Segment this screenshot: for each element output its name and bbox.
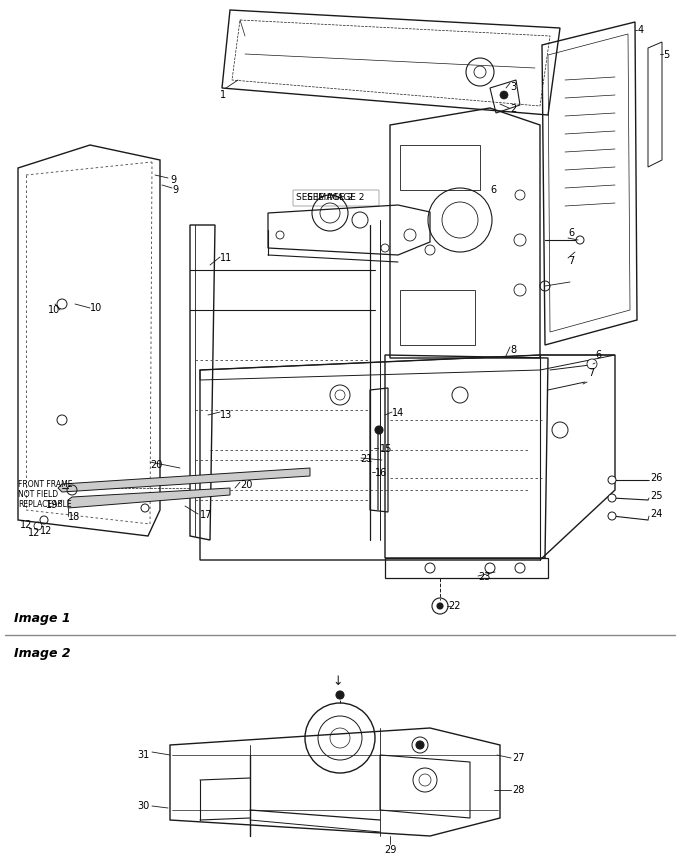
Text: 6: 6 xyxy=(568,228,574,238)
Circle shape xyxy=(336,691,344,699)
Text: 10: 10 xyxy=(48,305,60,315)
Text: 4: 4 xyxy=(638,25,644,35)
Text: 20: 20 xyxy=(150,460,163,470)
Circle shape xyxy=(416,741,424,749)
Text: 12: 12 xyxy=(28,528,40,538)
Text: 29: 29 xyxy=(384,845,396,855)
Circle shape xyxy=(587,359,597,369)
Text: 27: 27 xyxy=(512,753,524,763)
Circle shape xyxy=(608,494,616,502)
Circle shape xyxy=(375,426,383,434)
Text: 5: 5 xyxy=(663,50,669,60)
Polygon shape xyxy=(68,488,230,508)
Text: REPLACEABLE: REPLACEABLE xyxy=(18,500,71,509)
Text: SEE IMAGE 2: SEE IMAGE 2 xyxy=(296,193,354,202)
Text: 9: 9 xyxy=(170,175,176,185)
Text: Image 2: Image 2 xyxy=(14,647,71,660)
Text: 31: 31 xyxy=(138,750,150,760)
Text: Image 1: Image 1 xyxy=(14,612,71,625)
Text: 26: 26 xyxy=(650,473,662,483)
Circle shape xyxy=(437,603,443,609)
Text: 28: 28 xyxy=(512,785,524,795)
Text: 19: 19 xyxy=(46,500,58,510)
Text: 15: 15 xyxy=(380,444,392,454)
Text: 1: 1 xyxy=(220,90,226,100)
Text: 30: 30 xyxy=(138,801,150,811)
Text: 24: 24 xyxy=(650,509,662,519)
Text: 21: 21 xyxy=(360,454,373,464)
Text: 13: 13 xyxy=(220,410,233,420)
Text: 18: 18 xyxy=(68,512,80,522)
Text: 6: 6 xyxy=(595,350,601,360)
Text: 25: 25 xyxy=(650,491,662,501)
Text: ↓: ↓ xyxy=(333,675,343,688)
Text: 20: 20 xyxy=(240,480,252,490)
Text: SEE IMAGE 2: SEE IMAGE 2 xyxy=(307,194,364,202)
Circle shape xyxy=(500,91,508,99)
Text: 9: 9 xyxy=(172,185,178,195)
Text: 7: 7 xyxy=(588,368,594,378)
Text: 8: 8 xyxy=(510,345,516,355)
FancyBboxPatch shape xyxy=(293,190,379,206)
Text: 12: 12 xyxy=(40,526,52,536)
Circle shape xyxy=(608,512,616,520)
Circle shape xyxy=(576,236,584,244)
Polygon shape xyxy=(58,468,310,492)
Circle shape xyxy=(608,476,616,484)
Text: 16: 16 xyxy=(375,468,387,478)
Text: 14: 14 xyxy=(392,408,404,418)
Text: 11: 11 xyxy=(220,253,233,263)
Text: 6: 6 xyxy=(490,185,496,195)
Text: 2: 2 xyxy=(510,104,516,114)
Text: 7: 7 xyxy=(568,256,574,266)
Text: 3: 3 xyxy=(510,82,516,92)
Text: 22: 22 xyxy=(448,601,460,611)
Text: 12: 12 xyxy=(20,520,33,530)
Text: NOT FIELD: NOT FIELD xyxy=(18,490,58,499)
Text: 23: 23 xyxy=(478,572,490,582)
Text: 10: 10 xyxy=(90,303,102,313)
Text: 17: 17 xyxy=(200,510,212,520)
Text: FRONT FRAME: FRONT FRAME xyxy=(18,480,73,489)
